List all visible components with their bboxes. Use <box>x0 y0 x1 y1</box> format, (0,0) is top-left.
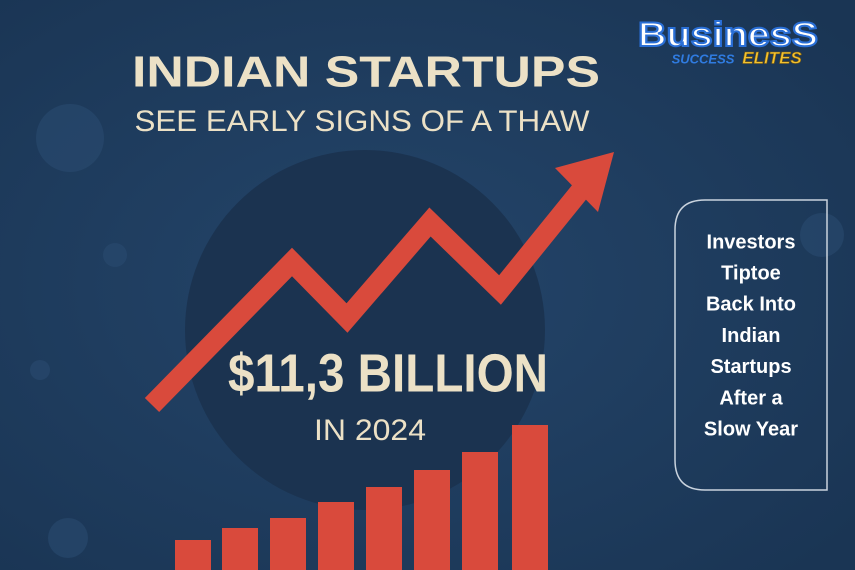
bar <box>175 540 211 570</box>
subtitle: SEE EARLY SIGNS OF A THAW <box>135 105 591 138</box>
sidebar-text: Investors Tiptoe Back Into Indian Startups Af… <box>704 231 798 440</box>
sidebar-line: Slow Year <box>704 418 798 440</box>
bar <box>366 487 402 570</box>
headline-year: IN 2024 <box>314 414 426 447</box>
sidebar-line: Startups <box>710 356 791 378</box>
bar <box>414 470 450 570</box>
logo-name: BusinesS <box>638 16 818 54</box>
sidebar-line: Investors <box>707 231 796 253</box>
bar <box>512 425 548 570</box>
decor-circle <box>48 518 88 558</box>
decor-circle <box>30 360 50 380</box>
decor-circle <box>103 243 127 267</box>
sidebar-line: Back Into <box>706 294 796 316</box>
bar <box>270 518 306 570</box>
sidebar-box <box>674 199 828 491</box>
bars <box>175 425 548 570</box>
bar <box>462 452 498 570</box>
sidebar-line: Tiptoe <box>721 262 781 284</box>
bar <box>222 528 258 570</box>
logo-tag: SUCCESS <box>672 51 735 66</box>
sidebar-line: Indian <box>722 325 781 347</box>
headline-amount: $11,3 BILLION <box>228 343 548 403</box>
decor-circle <box>800 213 844 257</box>
logo-tag: ELITES <box>742 48 802 67</box>
sidebar-line: After a <box>719 387 783 409</box>
title: INDIAN STARTUPS <box>132 48 600 97</box>
decor-circle <box>36 104 104 172</box>
trend-arrow <box>144 178 593 412</box>
bar <box>318 502 354 570</box>
arrow-head <box>555 152 614 212</box>
